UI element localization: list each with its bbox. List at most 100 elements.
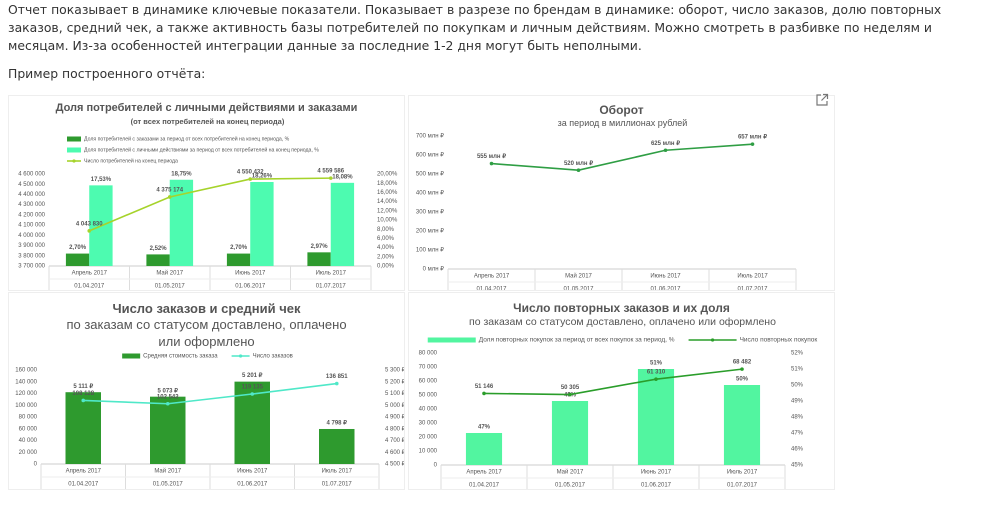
y2-tick-label: 49% <box>791 399 804 405</box>
y2-tick-label: 50% <box>791 383 804 389</box>
x-tick-label: Июнь 2017 <box>641 470 672 476</box>
intro-paragraph: Отчет показывает в динамике ключевые пок… <box>8 2 942 53</box>
y-tick-label: 0 <box>34 462 38 468</box>
line-point <box>87 229 92 233</box>
y2-tick-label: 4 500 ₽ <box>385 461 404 468</box>
x-tick-label: Май 2017 <box>154 468 181 475</box>
x-tick-label: Июнь 2017 <box>237 469 268 475</box>
legend-label: Число потребителей на конец периода <box>84 157 178 164</box>
y-tick-label: 20 000 <box>419 435 438 441</box>
y-tick-label: 0 млн ₽ <box>423 266 445 273</box>
y-tick-label: 4 500 000 <box>18 182 45 188</box>
x-tick-date: 01.05.2017 <box>153 482 184 488</box>
line-point <box>750 142 755 146</box>
line <box>83 382 337 405</box>
chart-subtitle: по заказам со статусом доставлено, оплач… <box>469 316 776 328</box>
bar <box>307 252 331 266</box>
y-tick-label: 200 млн ₽ <box>416 228 444 235</box>
x-tick-label: Июль 2017 <box>727 470 758 476</box>
data-label: 555 млн ₽ <box>477 153 506 160</box>
y2-tick-label: 6,00% <box>377 236 395 242</box>
y2-tick-label: 48% <box>791 415 804 421</box>
x-tick-label: Июль 2017 <box>322 469 353 475</box>
line-point <box>250 392 255 396</box>
x-tick-date: 01.04.2017 <box>476 287 507 290</box>
bar <box>330 182 355 266</box>
chart-title: Число заказов и средний чек <box>112 301 301 316</box>
y-tick-label: 80 000 <box>19 415 38 421</box>
chart-subtitle: по заказам со статусом доставлено, оплач… <box>66 317 347 349</box>
x-tick-date: 01.07.2017 <box>737 287 768 290</box>
y-tick-label: 400 млн ₽ <box>416 190 444 197</box>
open-external-icon[interactable] <box>815 93 829 107</box>
data-label: 18,75% <box>171 171 192 177</box>
y2-tick-label: 0,00% <box>377 264 395 270</box>
line <box>483 368 743 396</box>
y-tick-label: 160 000 <box>15 368 37 374</box>
legend: Доля повторных покупок за период от всех… <box>427 337 817 344</box>
chart: 0 20 000 40 000 60 000 80 000 100 000 120 000 1… <box>15 353 404 489</box>
y2-tick-label: 5 000 ₽ <box>385 402 404 409</box>
x-tick-label: Апрель 2017 <box>466 470 502 476</box>
bar <box>65 392 101 464</box>
y2-tick-label: 12,00% <box>377 208 398 214</box>
legend: Средняя стоимость заказа Число заказов <box>122 353 293 360</box>
y2-tick-label: 47% <box>791 431 804 437</box>
y2-tick-label: 4 600 ₽ <box>385 449 404 456</box>
x-tick-date: 01.07.2017 <box>316 284 347 290</box>
data-label: 5 073 ₽ <box>158 387 179 394</box>
data-label: 4 559 586 <box>317 169 344 175</box>
bar <box>250 182 274 266</box>
y-tick-label: 100 млн ₽ <box>416 247 444 254</box>
x-tick-date: 01.06.2017 <box>641 483 672 489</box>
y-tick-label: 4 300 000 <box>18 202 45 208</box>
data-label: 17,53% <box>91 177 112 183</box>
line-point <box>334 381 339 386</box>
legend-swatch <box>238 354 243 358</box>
y-tick-label: 30 000 <box>419 421 438 427</box>
line-point <box>81 398 86 403</box>
y-tick-label: 70 000 <box>419 365 438 371</box>
y-tick-label: 80 000 <box>419 351 438 357</box>
chart-subtitle: за период в миллионах рублей <box>557 118 688 128</box>
data-label: 47% <box>478 425 491 431</box>
data-label: 119 135 <box>242 385 264 391</box>
y-tick-label: 300 млн ₽ <box>416 209 444 216</box>
y2-tick-label: 2,00% <box>377 254 395 260</box>
y-tick-label: 4 200 000 <box>18 212 45 218</box>
y-tick-label: 140 000 <box>15 379 37 385</box>
legend-label: Доля потребителей с личными действиями з… <box>84 146 319 153</box>
x-tick-label: Апрель 2017 <box>474 274 510 280</box>
data-label: 5 201 ₽ <box>242 372 263 379</box>
data-label: 136 851 <box>326 374 348 380</box>
y2-tick-label: 4,00% <box>377 245 395 251</box>
legend-label: Средняя стоимость заказа <box>143 354 218 360</box>
bar <box>637 369 675 465</box>
data-label: 51% <box>650 361 663 367</box>
legend-swatch <box>710 338 715 342</box>
caption: Пример построенного отчёта: <box>8 66 206 81</box>
line-point <box>568 392 572 397</box>
y-tick-label: 600 млн ₽ <box>416 152 444 159</box>
y2-tick-label: 10,00% <box>377 218 398 224</box>
data-label: 108 128 <box>72 391 94 397</box>
x-tick-date: 01.05.2017 <box>563 287 594 290</box>
x-tick-label: Май 2017 <box>557 469 584 476</box>
bar <box>65 253 90 266</box>
chart-title: Оборот <box>599 103 644 117</box>
y-tick-label: 4 600 000 <box>18 172 45 178</box>
chart-panel: 3 700 000 3 800 000 3 900 000 4 000 000 4 10… <box>8 95 405 291</box>
legend-swatch <box>427 337 476 343</box>
data-label: 4 550 432 <box>237 170 264 176</box>
y2-tick-label: 5 300 ₽ <box>385 367 404 374</box>
line <box>88 177 331 232</box>
data-label: 2,97% <box>311 244 329 250</box>
y2-tick-label: 18,00% <box>377 181 398 187</box>
line-point <box>740 367 744 371</box>
chart-panel: 0 20 000 40 000 60 000 80 000 100 000 120 000 1… <box>8 292 405 490</box>
y2-tick-label: 46% <box>791 447 804 453</box>
y-tick-label: 3 700 000 <box>18 264 45 270</box>
y2-tick-label: 16,00% <box>377 190 398 196</box>
y-tick-label: 10 000 <box>419 449 438 455</box>
